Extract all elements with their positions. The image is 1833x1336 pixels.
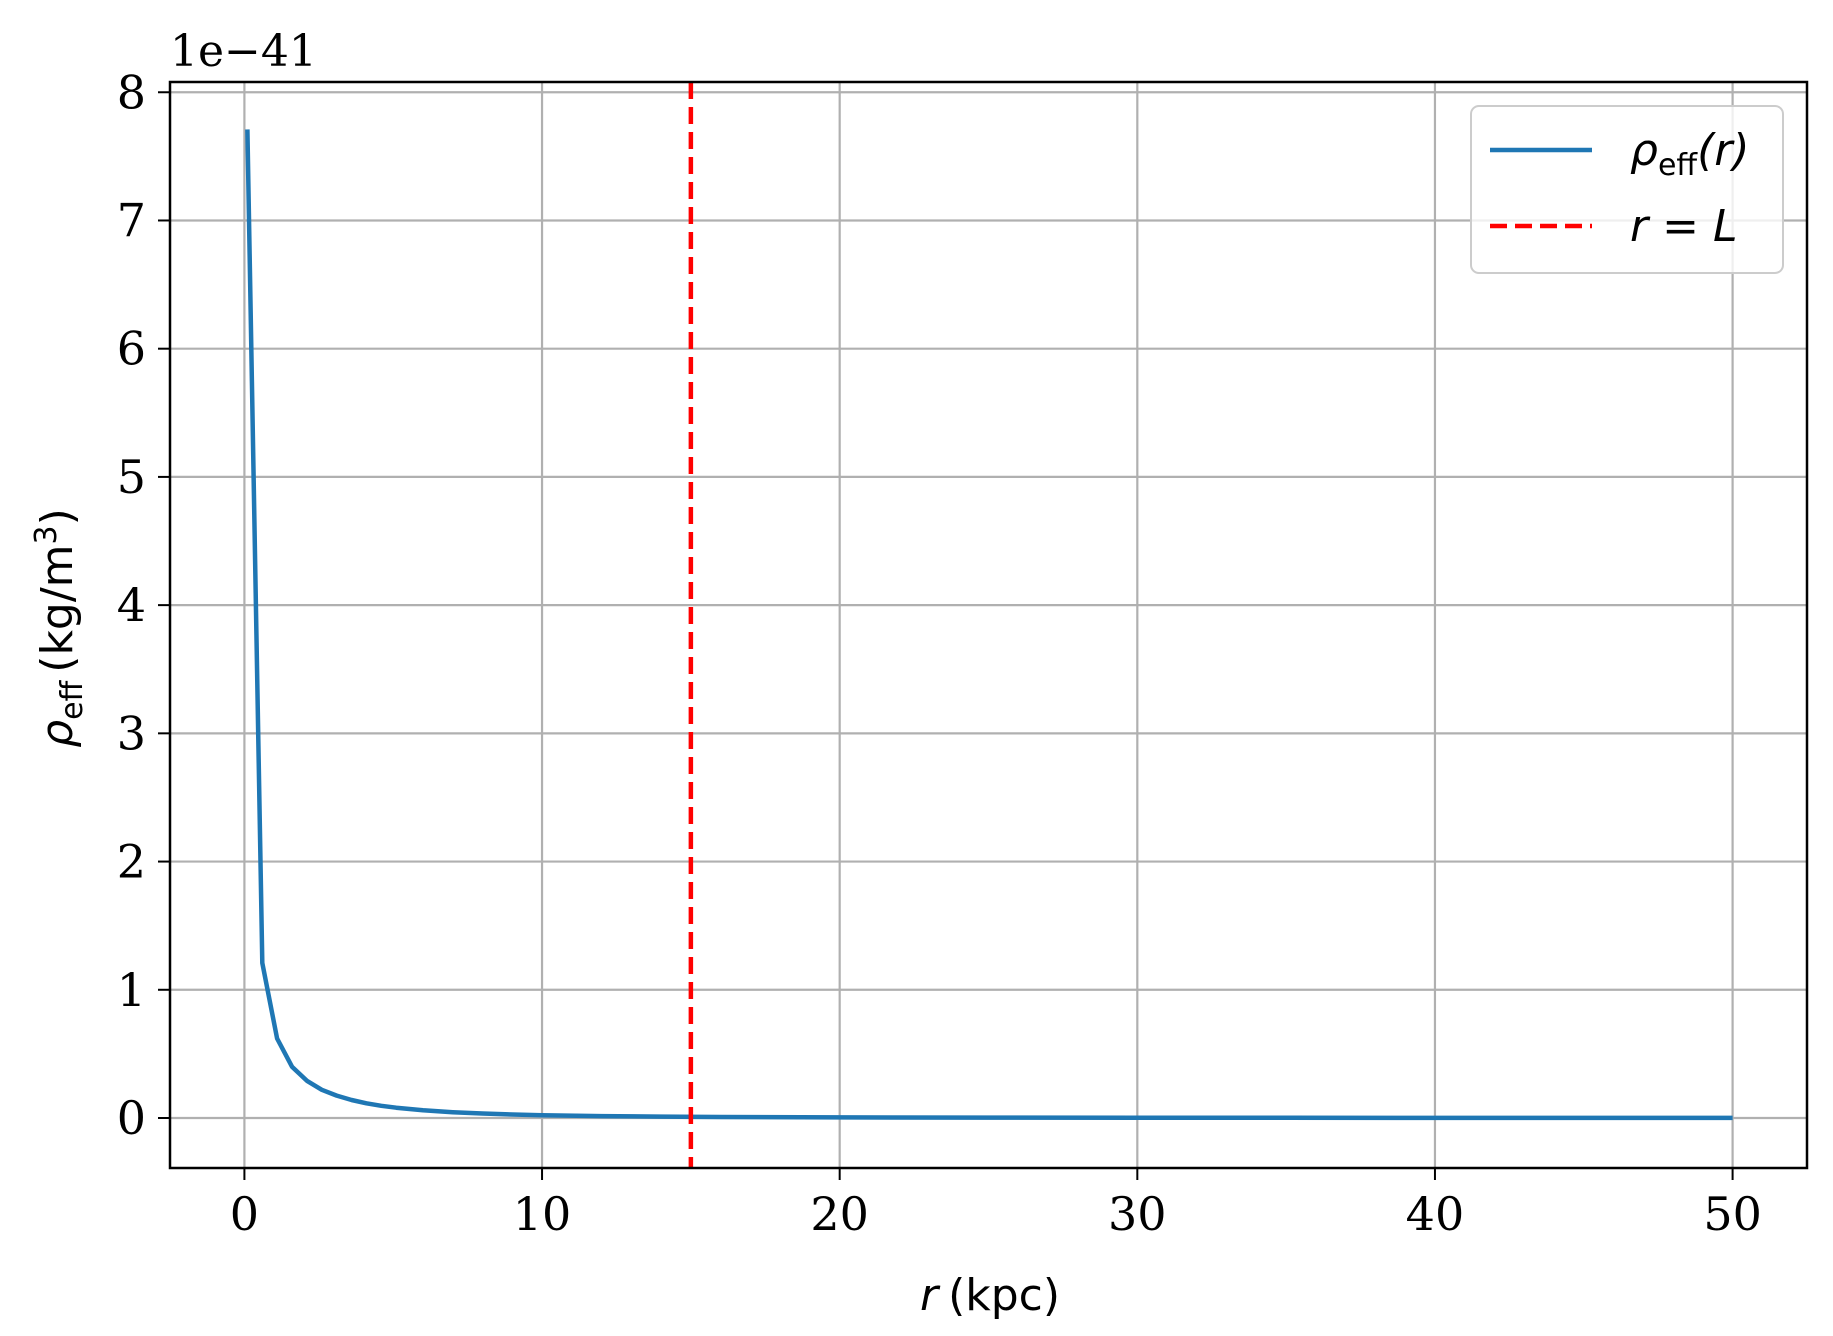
x-tick-label: 20 bbox=[810, 1187, 869, 1241]
x-tick-label: 40 bbox=[1406, 1187, 1465, 1241]
series-line-rho-eff bbox=[245, 129, 1733, 1121]
x-axis-label: r (kpc) bbox=[920, 1270, 1060, 1321]
y-axis-symbol: ρ bbox=[32, 720, 83, 748]
x-tick-label: 10 bbox=[513, 1187, 572, 1241]
y-tick-label: 3 bbox=[117, 706, 146, 760]
tick-marks bbox=[158, 91, 1734, 1180]
y-axis-label: ρeff (kg/m3) bbox=[29, 508, 90, 748]
legend-rho-subscript: eff bbox=[1658, 148, 1698, 183]
legend-rho-symbol: ρ bbox=[1630, 125, 1658, 176]
y-tick-label: 7 bbox=[117, 193, 146, 247]
x-tick-label: 0 bbox=[230, 1187, 259, 1241]
legend-label-rho-eff: ρeff(r) bbox=[1630, 125, 1750, 183]
y-axis-unit-post: ) bbox=[32, 508, 83, 525]
legend-r-rhs: L bbox=[1713, 201, 1738, 252]
y-tick-label: 8 bbox=[117, 65, 146, 119]
y-tick-label: 2 bbox=[117, 835, 146, 889]
tick-labels: 0 10 20 30 40 50 0 1 2 3 4 5 6 7 8 bbox=[117, 65, 1762, 1241]
x-tick-label: 30 bbox=[1108, 1187, 1167, 1241]
y-offset-text: 1e−41 bbox=[170, 26, 317, 77]
y-axis-subscript: eff bbox=[55, 679, 90, 719]
y-tick-label: 1 bbox=[117, 963, 146, 1017]
legend-r-op: = bbox=[1648, 201, 1713, 252]
legend-r-lhs: r bbox=[1630, 201, 1651, 252]
legend: ρeff(r) r = L bbox=[1470, 105, 1784, 274]
x-axis-unit: (kpc) bbox=[948, 1270, 1060, 1321]
x-tick-label: 50 bbox=[1703, 1187, 1762, 1241]
y-tick-label: 4 bbox=[117, 578, 146, 632]
legend-rho-arg: (r) bbox=[1697, 125, 1749, 176]
series-layer bbox=[245, 82, 1733, 1168]
y-tick-label: 0 bbox=[117, 1091, 146, 1145]
legend-label-r-equals-l: r = L bbox=[1630, 201, 1737, 252]
y-axis-unit-pre: (kg/m bbox=[32, 544, 83, 672]
plot-frame bbox=[168, 80, 1809, 1170]
y-axis-unit-sup: 3 bbox=[29, 525, 64, 544]
x-axis-symbol: r bbox=[920, 1270, 941, 1321]
y-tick-label: 5 bbox=[117, 450, 146, 504]
y-tick-label: 6 bbox=[117, 322, 146, 376]
